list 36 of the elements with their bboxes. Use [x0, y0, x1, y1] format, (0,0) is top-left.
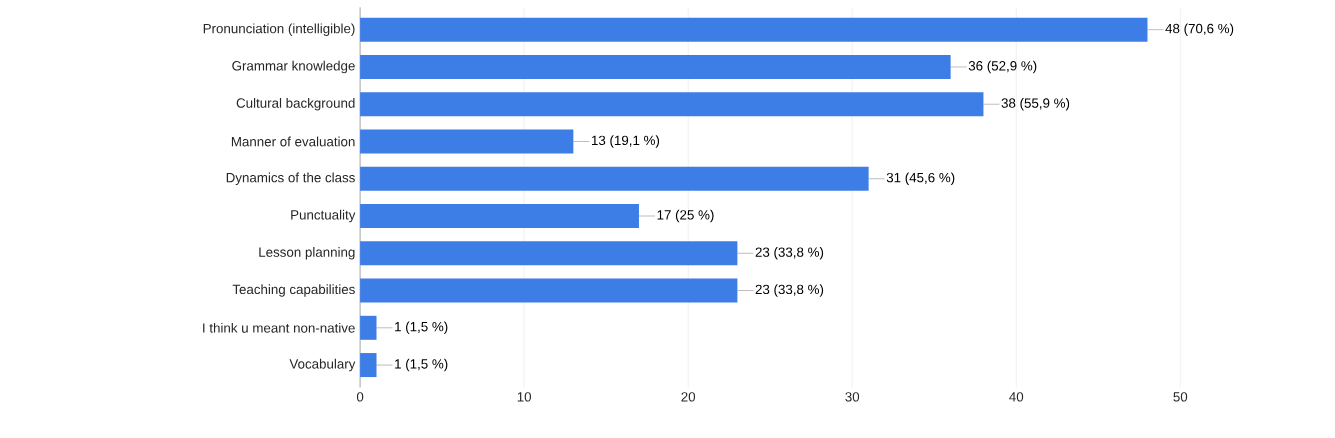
x-tick-label: 40: [1009, 392, 1024, 402]
data-label: 38 (55,9 %): [1001, 97, 1070, 111]
data-label: 1 (1,5 %): [395, 321, 448, 334]
bar: [360, 54, 951, 79]
y-tick-label: Cultural background: [236, 97, 355, 111]
data-label: 23 (33,8 %): [755, 247, 824, 260]
data-label: 31 (45,6 %): [886, 172, 955, 185]
bar: [360, 315, 377, 340]
data-label: 48 (70,6 %): [1165, 23, 1234, 36]
y-tick-label: Pronunciation (intelligible): [203, 23, 355, 36]
data-label: 1 (1,5 %): [395, 358, 448, 372]
x-tick-label: 20: [681, 392, 696, 402]
data-label: 23 (33,8 %): [755, 284, 824, 297]
bar: [360, 241, 738, 266]
x-tick-label: 0: [356, 392, 364, 402]
data-label: 13 (19,1 %): [591, 135, 660, 148]
bar: [360, 203, 639, 228]
y-tick-label: Grammar knowledge: [232, 60, 355, 74]
bar: [360, 129, 574, 154]
y-tick-label: Vocabulary: [289, 358, 356, 372]
data-label: 17 (25 %): [657, 209, 714, 223]
y-tick-label: I think u meant non-native: [203, 322, 355, 333]
data-label: 36 (52,9 %): [968, 60, 1037, 74]
y-tick-label: Punctuality: [291, 209, 356, 223]
y-tick-label: Lesson planning: [259, 247, 355, 260]
x-tick-label: 30: [845, 392, 860, 402]
y-tick-label: Teaching capabilities: [232, 284, 355, 297]
y-tick-label: Dynamics of the class: [226, 172, 355, 185]
bar: [360, 166, 869, 191]
bar: [360, 353, 377, 378]
bar: [360, 92, 984, 117]
y-tick-label: Manner of evaluation: [231, 136, 355, 147]
x-tick-label: 10: [517, 392, 532, 402]
x-tick-label: 50: [1173, 392, 1188, 402]
bar: [360, 278, 738, 303]
bar: [360, 17, 1148, 42]
